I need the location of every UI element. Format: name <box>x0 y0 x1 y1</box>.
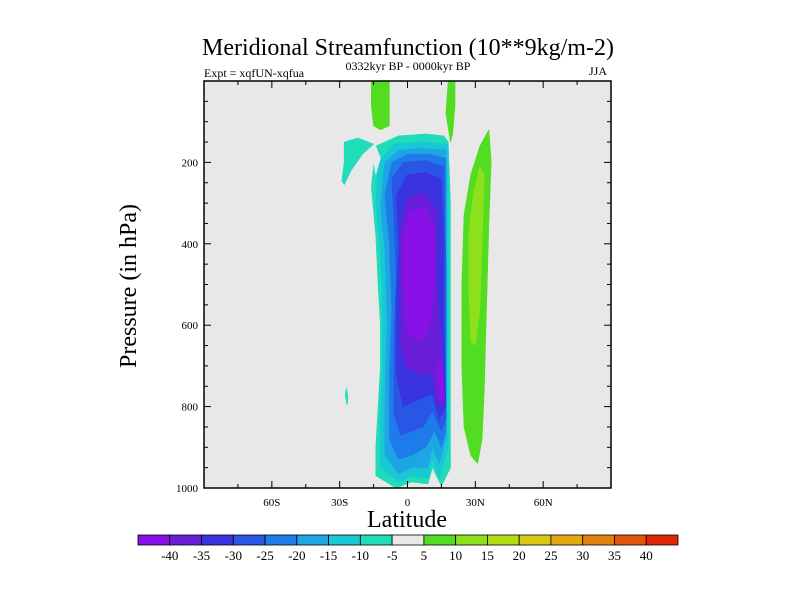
contour-yellowgreen-right-core <box>468 166 485 346</box>
colorbar-label: 10 <box>449 548 462 563</box>
x-tick-label: 30N <box>466 497 485 509</box>
colorbar-swatch <box>455 534 488 546</box>
colorbar-swatch <box>359 534 393 546</box>
x-tick-label: 0 <box>405 497 411 509</box>
colorbar-label: -15 <box>320 548 337 563</box>
x-tick-label: 60S <box>263 497 280 509</box>
contour-teal-left-blob <box>341 137 374 186</box>
x-axis-title: Latitude <box>367 507 447 533</box>
colorbar-label: -25 <box>256 548 273 563</box>
colorbar-swatch <box>296 534 329 546</box>
colorbar-swatch <box>391 534 425 546</box>
y-tick-label: 400 <box>182 239 199 251</box>
colorbar-label: 25 <box>544 548 557 563</box>
x-tick-label: 30S <box>331 497 348 509</box>
chart-title: Meridional Streamfunction (10**9kg/m-2) <box>202 35 614 61</box>
experiment-label: Expt = xqfUN-xqfua <box>204 66 305 80</box>
colorbar-label: -5 <box>387 548 398 563</box>
colorbar-label: 35 <box>608 548 621 563</box>
contour-green-top-left <box>370 80 390 131</box>
colorbar-label: -10 <box>352 548 369 563</box>
contour-white-gap-upper-left <box>368 145 381 175</box>
y-tick-label: 800 <box>182 402 199 414</box>
colorbar-label: -40 <box>161 548 178 563</box>
contour-teal-small-speck <box>344 387 348 405</box>
colorbar-swatch <box>582 534 615 546</box>
colorbar-swatch <box>137 534 171 546</box>
colorbar-swatch <box>169 534 202 546</box>
y-tick-label: 600 <box>182 320 199 332</box>
colorbar-swatch <box>614 534 647 546</box>
axis-tick-labels: 60S 30S 0 30N 60N 200 400 600 800 1000 <box>176 157 553 509</box>
colorbar-swatch <box>232 534 266 546</box>
colorbar-swatch <box>487 534 520 546</box>
colorbar-swatch <box>423 534 457 546</box>
colorbar-labels: -40 -35 -30 -25 -20 -15 -10 -5 5 10 15 20 25 30 35 40 <box>161 548 653 563</box>
colorbar-swatch <box>518 534 552 546</box>
contour-violet-core-region <box>402 206 435 342</box>
y-tick-label: 200 <box>182 157 199 169</box>
colorbar-label: -30 <box>225 548 242 563</box>
colorbar-label: -20 <box>288 548 305 563</box>
x-tick-label: 60N <box>534 497 553 509</box>
colorbar-swatch <box>201 534 234 546</box>
colorbar-label: -35 <box>193 548 210 563</box>
colorbar-label: 5 <box>421 548 428 563</box>
contour-fills <box>341 80 492 489</box>
axis-ticks <box>204 81 611 488</box>
colorbar-swatch <box>645 534 679 546</box>
y-axis-title: Pressure (in hPa) <box>116 204 142 368</box>
contour-violet-lower-lobe <box>436 357 445 403</box>
colorbar <box>137 534 679 546</box>
colorbar-label: 15 <box>481 548 494 563</box>
colorbar-label: 40 <box>640 548 653 563</box>
colorbar-label: 20 <box>513 548 526 563</box>
y-tick-label: 1000 <box>176 483 199 495</box>
time-range-label: 0332kyr BP - 0000kyr BP <box>346 59 471 73</box>
colorbar-label: 30 <box>576 548 589 563</box>
colorbar-swatch <box>264 534 298 546</box>
colorbar-swatch <box>328 534 361 546</box>
colorbar-swatch <box>550 534 584 546</box>
season-label: JJA <box>589 64 607 78</box>
